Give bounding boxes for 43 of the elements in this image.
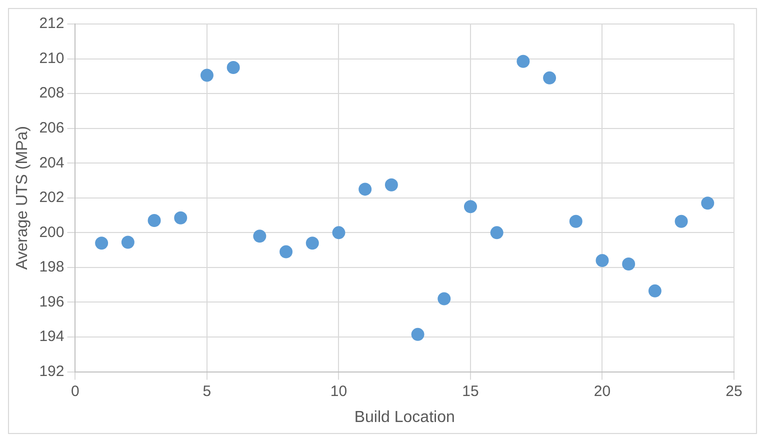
y-tick-label: 198: [39, 258, 64, 276]
y-tick-label: 200: [39, 224, 64, 241]
point: [648, 284, 662, 298]
point: [253, 230, 266, 243]
y-tick-label: 194: [39, 328, 64, 346]
x-tick-label: 25: [726, 382, 742, 400]
point: [226, 60, 240, 74]
x-tick-label: 10: [330, 382, 348, 400]
point: [95, 236, 108, 250]
y-tick-label: 208: [39, 84, 64, 102]
y-tick-label: 206: [39, 119, 64, 136]
y-tick-label: 212: [39, 15, 64, 32]
x-tick-label: 5: [202, 382, 212, 400]
point: [543, 71, 556, 84]
point: [280, 245, 293, 258]
y-axis-title: Average UTS (MPa): [14, 126, 32, 270]
y-tick-label: 210: [39, 50, 64, 67]
point: [306, 236, 319, 250]
x-tick-label: 15: [462, 382, 479, 400]
point: [148, 214, 161, 228]
point: [622, 257, 636, 270]
y-tick-label: 202: [39, 189, 64, 206]
point: [438, 292, 451, 306]
point: [701, 196, 714, 210]
point: [384, 178, 398, 192]
point: [490, 226, 504, 240]
point: [121, 236, 134, 249]
y-tick-label: 204: [39, 154, 64, 172]
x-tick-label: 0: [71, 382, 80, 400]
y-tick-label: 192: [39, 362, 64, 380]
point: [358, 182, 372, 196]
point: [411, 328, 424, 341]
point: [174, 211, 188, 224]
x-axis-title: Build Location: [354, 408, 455, 426]
point: [332, 226, 346, 240]
point: [674, 214, 688, 228]
point: [596, 254, 609, 268]
point: [569, 214, 582, 228]
y-tick-label: 196: [39, 293, 64, 310]
point: [464, 200, 477, 214]
point: [200, 68, 214, 82]
x-tick-label: 20: [594, 382, 611, 400]
point: [516, 54, 530, 68]
